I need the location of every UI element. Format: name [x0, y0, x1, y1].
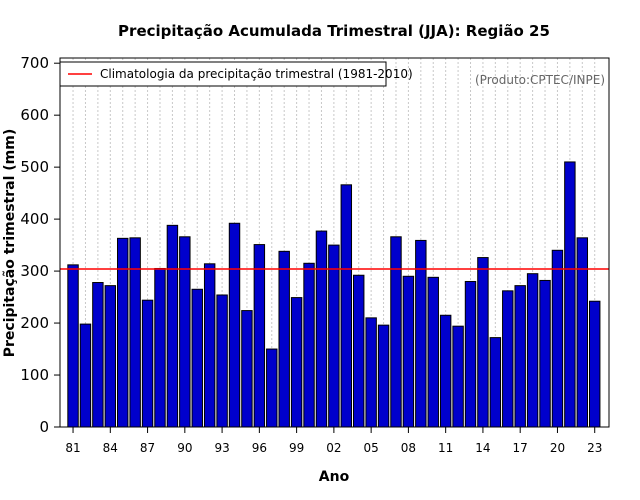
bar-2005 — [365, 317, 377, 428]
y-axis-label: Precipitação trimestral (mm) — [2, 129, 18, 357]
plot-frame — [59, 57, 610, 428]
y-axis: 0 100 200 300 400 500 600 700 — [20, 54, 60, 436]
bar-2010 — [427, 276, 439, 428]
bar-1995 — [241, 310, 253, 428]
bar-1996 — [253, 244, 266, 428]
y-tick-label: 100 — [20, 366, 49, 384]
x-tick-label: 17 — [513, 441, 528, 455]
bar-2014 — [477, 257, 489, 428]
x-tick-label: 93 — [214, 441, 229, 455]
bar-2019 — [539, 279, 551, 428]
bars — [67, 161, 601, 428]
x-axis-label: Ano — [319, 469, 350, 485]
x-tick-label: 23 — [587, 441, 602, 455]
bar-2021 — [564, 161, 576, 428]
legend: Climatologia da precipitação trimestral … — [59, 61, 413, 87]
bar-2023 — [588, 300, 601, 428]
y-tick-label: 600 — [20, 106, 49, 124]
y-tick-label: 0 — [39, 418, 49, 436]
y-tick-label: 400 — [20, 210, 49, 228]
x-tick-label: 96 — [252, 441, 267, 455]
bar-1981 — [67, 264, 79, 428]
bar-2015 — [489, 337, 502, 428]
bar-1999 — [290, 297, 303, 428]
bar-1993 — [216, 294, 228, 428]
bar-2011 — [439, 314, 452, 428]
bar-2000 — [303, 262, 315, 428]
bar-1998 — [278, 250, 290, 428]
x-tick-label: 11 — [438, 441, 453, 455]
bar-1990 — [179, 236, 191, 428]
bar-1986 — [129, 237, 141, 428]
bar-2016 — [502, 290, 514, 428]
legend-label: Climatologia da precipitação trimestral … — [100, 67, 413, 81]
chart-title: Precipitação Acumulada Trimestral (JJA):… — [118, 22, 550, 40]
legend-box — [59, 61, 387, 87]
bar-1985 — [117, 237, 129, 428]
bar-1982 — [79, 323, 92, 428]
bar-2008 — [402, 275, 415, 428]
x-tick-label: 14 — [475, 441, 490, 455]
bar-2022 — [576, 237, 589, 428]
bar-1989 — [166, 224, 179, 428]
bar-1992 — [203, 263, 216, 428]
bar-1983 — [92, 282, 104, 428]
x-tick-label: 90 — [177, 441, 192, 455]
x-tick-label: 05 — [364, 441, 379, 455]
x-tick-label: 99 — [289, 441, 304, 455]
x-tick-label: 20 — [550, 441, 565, 455]
source-note: (Produto:CPTEC/INPE) — [475, 73, 605, 87]
bar-1994 — [228, 222, 241, 428]
x-tick-label: 81 — [65, 441, 80, 455]
bar-2004 — [353, 274, 365, 428]
x-tick-label: 84 — [103, 441, 118, 455]
bar-2001 — [315, 230, 328, 428]
bar-2018 — [526, 273, 539, 428]
bar-2006 — [377, 324, 390, 428]
bar-2017 — [514, 285, 526, 428]
bar-1987 — [141, 299, 154, 428]
bar-1984 — [104, 285, 117, 428]
x-axis: 81 84 87 90 93 96 99 02 05 08 11 14 17 20 23 — [65, 427, 602, 455]
bar-2020 — [551, 249, 564, 428]
bar-2012 — [452, 325, 464, 428]
bar-1997 — [266, 348, 278, 428]
x-tick-label: 08 — [401, 441, 416, 455]
x-tick-label: 02 — [326, 441, 341, 455]
bar-1991 — [191, 288, 203, 428]
x-tick-label: 87 — [140, 441, 155, 455]
bar-1988 — [154, 267, 166, 428]
y-tick-label: 500 — [20, 158, 49, 176]
bar-2003 — [340, 184, 353, 428]
y-tick-label: 300 — [20, 262, 49, 280]
bar-2007 — [390, 236, 402, 428]
y-tick-label: 700 — [20, 54, 49, 72]
bar-2013 — [464, 280, 477, 428]
bar-2002 — [328, 244, 340, 428]
y-tick-label: 200 — [20, 314, 49, 332]
